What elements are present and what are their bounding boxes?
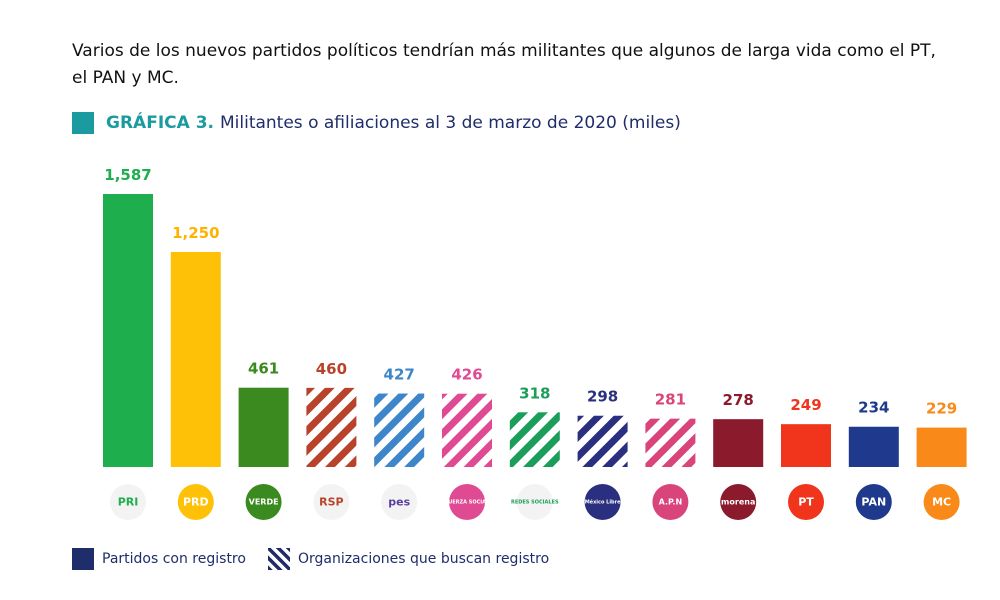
party-logo-icon	[110, 484, 146, 520]
bar-mc	[916, 427, 967, 467]
party-logo-icon	[516, 484, 553, 520]
title-square-icon	[72, 112, 94, 134]
party-logo-text: RSP	[319, 496, 343, 509]
party-logo-text: FUERZA SOCIAL	[445, 500, 490, 506]
bar-value-label: 1,587	[104, 166, 151, 184]
bar-value-label: 278	[723, 391, 754, 409]
bar-value-label: 1,250	[172, 224, 219, 242]
headline: Varios de los nuevos partidos políticos …	[72, 41, 936, 88]
chart-title-prefix: GRÁFICA 3.	[106, 113, 214, 133]
party-logo-text: morena	[721, 498, 755, 507]
bar-pes	[374, 393, 425, 467]
bar-fuerza-social-por-m-xico	[442, 393, 492, 467]
bar-value-label: 298	[587, 388, 618, 406]
party-logo-text: PRI	[118, 496, 139, 509]
bar-redes-sociales-progresistas	[509, 412, 560, 467]
party-logo-icon	[313, 484, 350, 520]
party-logo-icon	[245, 484, 282, 520]
bar-pri	[103, 194, 153, 467]
party-logo-icon	[652, 484, 689, 520]
party-logo-text: A.P.N	[659, 498, 683, 507]
party-logo-text: PAN	[861, 496, 886, 509]
legend-label-seeking: Organizaciones que buscan registro	[297, 551, 550, 567]
party-logo-icon	[720, 484, 757, 520]
bar-value-label: 427	[384, 366, 415, 384]
party-logo-icon	[923, 484, 960, 520]
legend-striped-swatch	[267, 548, 290, 570]
legend-label-registered: Partidos con registro	[102, 551, 246, 567]
party-logo-text: México Libre	[585, 499, 621, 506]
party-logo-icon	[177, 484, 214, 520]
bar-value-label: 318	[519, 384, 550, 402]
legend-item-registered: Partidos con registro	[72, 548, 246, 570]
party-logo-text: VERDE	[249, 498, 279, 507]
legend-item-seeking: Organizaciones que buscan registro	[267, 548, 550, 570]
bar-pan	[848, 426, 899, 467]
chart-title: GRÁFICA 3. Militantes o afiliaciones al …	[72, 110, 681, 136]
party-logo-text: PT	[798, 496, 814, 509]
chart-title-text: Militantes o afiliaciones al 3 de marzo …	[219, 113, 681, 133]
party-logo-text: MC	[932, 496, 951, 509]
party-logo-icon	[855, 484, 892, 520]
party-logo-icon	[584, 484, 621, 520]
party-logo-text: PRD	[183, 496, 209, 509]
bar-value-label: 229	[926, 400, 957, 418]
bar-value-label: 281	[655, 391, 686, 409]
bar-verde	[238, 387, 289, 467]
bar-value-label: 461	[248, 360, 279, 378]
party-logo-icon	[449, 484, 485, 520]
party-logo-text: REDES SOCIALES	[511, 500, 559, 506]
bar-rsp	[306, 387, 357, 467]
legend: Partidos con registro Organizaciones que…	[72, 548, 571, 570]
bar-pt	[781, 424, 831, 467]
bar-m-xico-libre	[577, 415, 628, 467]
legend-solid-swatch	[72, 548, 94, 570]
bar-chart: 1,587 PRI 1,250 PRD 461 VERDE 460 RSP 427 pes 426 F…	[103, 166, 967, 520]
bar-value-label: 234	[858, 399, 889, 417]
bar-prd	[170, 251, 221, 467]
bar-value-label: 426	[451, 366, 482, 384]
bar-morena	[713, 419, 764, 467]
bar-value-label: 249	[790, 396, 821, 414]
bar-fs	[645, 418, 696, 467]
party-logo-text: pes	[388, 496, 410, 509]
bar-value-label: 460	[316, 360, 347, 378]
party-logo-icon	[788, 484, 824, 520]
party-logo-icon	[381, 484, 418, 520]
